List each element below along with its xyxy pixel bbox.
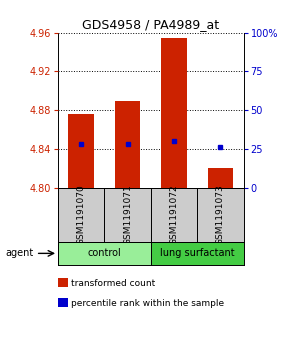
Text: GSM1191073: GSM1191073 <box>216 184 225 245</box>
Title: GDS4958 / PA4989_at: GDS4958 / PA4989_at <box>82 19 219 32</box>
Text: agent: agent <box>6 248 34 258</box>
Bar <box>197 188 244 242</box>
Bar <box>208 168 233 188</box>
Text: GSM1191071: GSM1191071 <box>123 184 132 245</box>
Text: percentile rank within the sample: percentile rank within the sample <box>71 299 224 307</box>
Bar <box>161 38 187 188</box>
Bar <box>151 188 197 242</box>
Text: GSM1191072: GSM1191072 <box>169 184 179 245</box>
Bar <box>58 242 151 265</box>
Text: transformed count: transformed count <box>71 279 155 287</box>
Bar <box>115 101 140 188</box>
Bar <box>104 188 151 242</box>
Bar <box>68 114 94 188</box>
Bar <box>58 188 104 242</box>
Text: lung surfactant: lung surfactant <box>160 248 235 258</box>
Text: GSM1191070: GSM1191070 <box>77 184 86 245</box>
Bar <box>151 242 244 265</box>
Text: control: control <box>88 248 121 258</box>
